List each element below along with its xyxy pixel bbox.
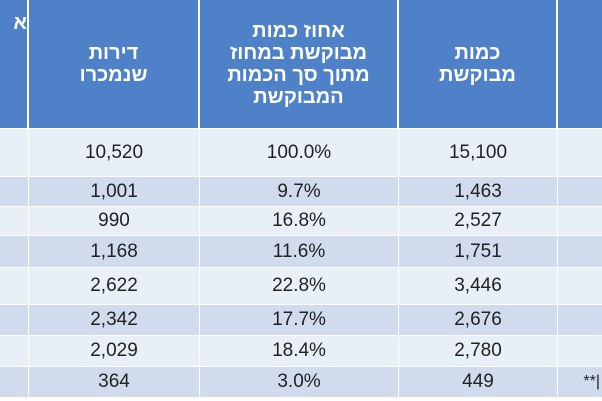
header-cell-edge xyxy=(558,0,602,128)
table-row: 1,001 9.7% 1,463 xyxy=(0,177,602,206)
header-cell-requested-quantity: כמות מבוקשת xyxy=(399,0,557,128)
cell-percent: 18.4% xyxy=(200,336,398,366)
cell-percent: 100.0% xyxy=(200,129,398,176)
header-qty-label: כמות מבוקשת xyxy=(439,42,516,86)
header-divider xyxy=(0,128,602,129)
cell-quantity: 1,751 xyxy=(399,236,557,267)
cell-sold: 990 xyxy=(29,207,199,235)
table-row: 2,029 18.4% 2,780 xyxy=(0,336,602,366)
cell-quantity: 2,780 xyxy=(399,336,557,366)
header-cell-percent-demand: אחוז כמות מבוקשת במחוז מתוך סך הכמות המב… xyxy=(200,0,398,128)
cell-quantity: 1,463 xyxy=(399,177,557,206)
cell-sold: 1,168 xyxy=(29,236,199,267)
cell-quantity: 2,527 xyxy=(399,207,557,235)
cell-sold: 2,029 xyxy=(29,336,199,366)
cell-sold: 1,001 xyxy=(29,177,199,206)
cell-edge xyxy=(558,177,602,206)
cell-percent: 3.0% xyxy=(200,367,398,397)
table-row: 1,168 11.6% 1,751 xyxy=(0,236,602,267)
cell-sold: 2,342 xyxy=(29,305,199,335)
cell-edge xyxy=(558,305,602,335)
cell-edge xyxy=(558,236,602,267)
table-row: 364 3.0% 449 **| xyxy=(0,367,602,397)
table-row-total: 10,520 100.0% 15,100 xyxy=(0,129,602,176)
cell-sold: 2,622 xyxy=(29,268,199,304)
cell-quantity: 449 xyxy=(399,367,557,397)
cell-quantity: 15,100 xyxy=(399,129,557,176)
table-row: 2,622 22.8% 3,446 xyxy=(0,268,602,304)
cell-edge xyxy=(558,207,602,235)
cell-percent: 17.7% xyxy=(200,305,398,335)
table-row: 2,342 17.7% 2,676 xyxy=(0,305,602,335)
cell-quantity: 3,446 xyxy=(399,268,557,304)
cell-edge-footnote: **| xyxy=(558,367,602,397)
header-cell-sold-apartments: דירות שנמכרו xyxy=(29,0,199,128)
cell-edge xyxy=(558,336,602,366)
cell-percent: 9.7% xyxy=(200,177,398,206)
cell-percent: 16.8% xyxy=(200,207,398,235)
header-sold-label: דירות שנמכרו xyxy=(79,42,148,86)
cell-sold: 10,520 xyxy=(29,129,199,176)
cell-quantity: 2,676 xyxy=(399,305,557,335)
cell-edge xyxy=(558,268,602,304)
cell-sold: 364 xyxy=(29,367,199,397)
header-cell-cut: א xyxy=(0,0,28,128)
table-row: 990 16.8% 2,527 xyxy=(0,207,602,235)
header-cut-label: א xyxy=(13,12,27,34)
cell-edge xyxy=(558,129,602,176)
cell-percent: 22.8% xyxy=(200,268,398,304)
header-pct-label: אחוז כמות מבוקשת במחוז מתוך סך הכמות המב… xyxy=(227,20,370,108)
cell-percent: 11.6% xyxy=(200,236,398,267)
